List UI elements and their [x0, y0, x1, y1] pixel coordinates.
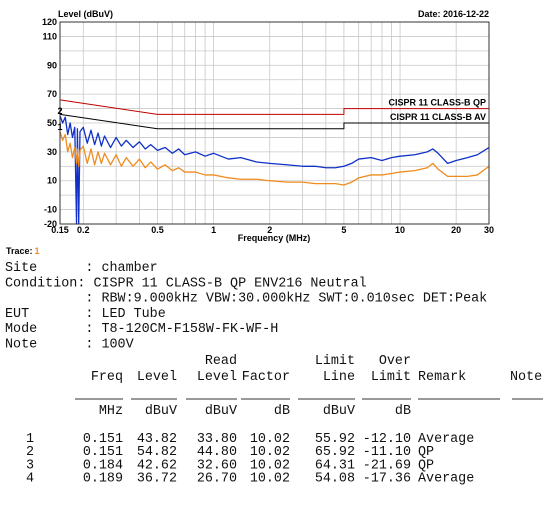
column-header-top: Read — [205, 354, 237, 369]
info-value: : T8-120CM-F158W-FK-WF-H — [85, 322, 278, 337]
table-cell: -21.69 — [363, 458, 411, 473]
column-unit: dB — [274, 404, 290, 419]
x-tick-label: 10 — [395, 225, 405, 235]
series-line — [59, 131, 490, 186]
row-index: 2 — [26, 445, 34, 460]
table-cell: 0.184 — [83, 458, 123, 473]
row-index: 1 — [26, 432, 34, 447]
table-cell: 10.02 — [250, 445, 290, 460]
trace-label: Trace: 1 — [6, 246, 40, 256]
y-tick-label: 120 — [42, 17, 57, 27]
table-cell: 0.189 — [83, 472, 123, 487]
info-value: : LED Tube — [85, 307, 165, 322]
table-cell: 32.60 — [197, 458, 237, 473]
info-value: : 100V — [85, 338, 133, 353]
column-header: Line — [323, 370, 355, 385]
column-unit: dBuV — [205, 404, 237, 419]
row-index: 3 — [26, 458, 34, 473]
column-header: Freq — [91, 370, 123, 385]
column-unit: dBuV — [145, 404, 177, 419]
table-cell: 55.92 — [315, 432, 355, 447]
table-cell: QP — [418, 445, 434, 460]
y-tick-label: 30 — [47, 147, 57, 157]
column-header: Note — [510, 370, 542, 385]
series-line — [59, 113, 489, 130]
column-header: Level — [197, 370, 237, 385]
table-cell: 0.151 — [83, 432, 123, 447]
row-index: 4 — [26, 472, 34, 487]
table-cell: 54.08 — [315, 472, 355, 487]
table-cell: 0.151 — [83, 445, 123, 460]
info-value: : RBW:9.000kHz VBW:30.000kHz SWT:0.010se… — [85, 292, 487, 307]
table-cell: 42.62 — [137, 458, 177, 473]
y-axis-label: Level (dBuV) — [58, 9, 113, 19]
marker-label: 2 — [58, 106, 63, 116]
table-cell: 65.92 — [315, 445, 355, 460]
table-cell: -12.10 — [363, 432, 411, 447]
table-cell: 26.70 — [197, 472, 237, 487]
x-tick-label: 2 — [267, 225, 272, 235]
x-tick-label: 0.5 — [151, 225, 164, 235]
trace-caption: Trace: — [6, 246, 33, 256]
info-label: Note — [5, 338, 37, 353]
marker-label: 1 — [58, 122, 63, 132]
column-unit: dBuV — [323, 404, 355, 419]
x-tick-label: 1 — [211, 225, 216, 235]
x-tick-label: 0.2 — [77, 225, 90, 235]
y-tick-label: 10 — [47, 176, 57, 186]
table-cell: 43.82 — [137, 432, 177, 447]
table-cell: 64.31 — [315, 458, 355, 473]
column-header: Limit — [371, 370, 411, 385]
x-axis-label: Frequency (MHz) — [238, 233, 311, 243]
info-label: Mode — [5, 322, 37, 337]
info-label: EUT — [5, 307, 29, 322]
table-cell: -11.10 — [363, 445, 411, 460]
x-tick-label: 20 — [451, 225, 461, 235]
y-tick-label: 70 — [47, 89, 57, 99]
legend-label: CISPR 11 CLASS-B QP — [388, 98, 486, 108]
column-header-top: Over — [379, 354, 411, 369]
column-unit: dB — [395, 404, 411, 419]
y-tick-label: -10 — [44, 205, 57, 215]
column-unit: MHz — [99, 404, 123, 419]
date: Date: 2016-12-22 — [418, 9, 489, 19]
y-tick-label: 90 — [47, 60, 57, 70]
plot-frame — [59, 21, 490, 225]
x-tick-label: 0.15 — [51, 225, 69, 235]
legend-label: CISPR 11 CLASS-B AV — [390, 112, 486, 122]
info-value: : chamber — [85, 261, 157, 276]
table-cell: -17.36 — [363, 472, 411, 487]
table-cell: 36.72 — [137, 472, 177, 487]
info-value: CISPR 11 CLASS-B QP ENV216 Neutral — [93, 276, 366, 291]
x-tick-label: 30 — [484, 225, 494, 235]
table-cell: 10.02 — [250, 472, 290, 487]
column-header: Level — [137, 370, 177, 385]
y-tick-label: -20 — [44, 219, 57, 229]
table-cell: Average — [418, 472, 474, 487]
table-cell: Average — [418, 432, 474, 447]
column-header-top: Limit — [315, 354, 355, 369]
table-cell: 33.80 — [197, 432, 237, 447]
table-cell: 10.02 — [250, 458, 290, 473]
info-label: Condition: — [5, 276, 85, 291]
y-tick-label: 110 — [42, 31, 57, 41]
y-tick-label: 50 — [47, 118, 57, 128]
column-header: Remark — [418, 370, 466, 385]
trace-number: 1 — [35, 246, 40, 256]
series-line — [59, 99, 489, 115]
table-cell: 10.02 — [250, 432, 290, 447]
x-tick-label: 5 — [341, 225, 346, 235]
table-cell: QP — [418, 458, 434, 473]
table-cell: 54.82 — [137, 445, 177, 460]
table-cell: 44.80 — [197, 445, 237, 460]
info-label: Site — [5, 261, 37, 276]
column-header: Factor — [242, 370, 290, 385]
